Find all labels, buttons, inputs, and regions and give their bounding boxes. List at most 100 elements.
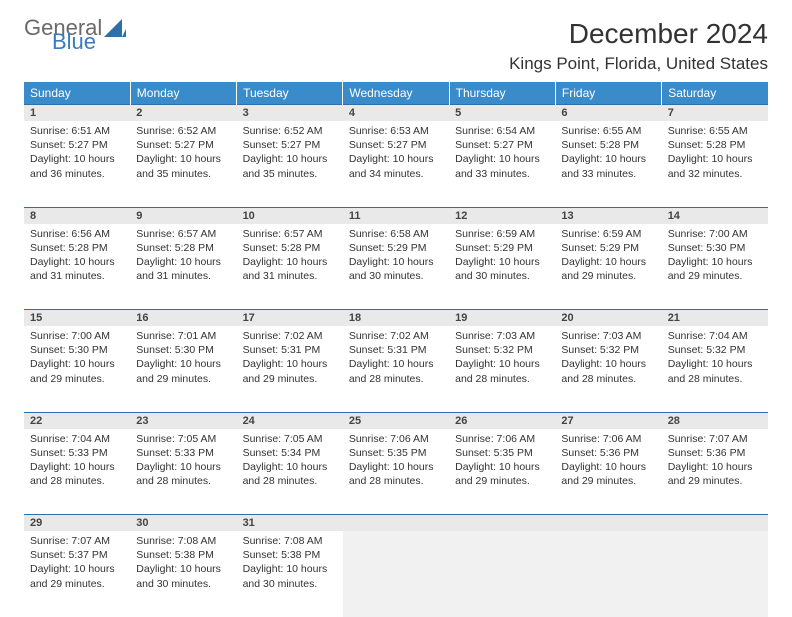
sunrise-text: Sunrise: 6:55 AM [668,124,762,138]
sunrise-text: Sunrise: 6:59 AM [561,227,655,241]
sunset-text: Sunset: 5:38 PM [243,548,337,562]
sunrise-text: Sunrise: 7:06 AM [561,432,655,446]
daylight-text: Daylight: 10 hours and 31 minutes. [136,255,230,283]
sunset-text: Sunset: 5:33 PM [30,446,124,460]
day-content-cell: Sunrise: 7:02 AMSunset: 5:31 PMDaylight:… [237,326,343,412]
daylight-text: Daylight: 10 hours and 28 minutes. [30,460,124,488]
day-content-cell: Sunrise: 7:02 AMSunset: 5:31 PMDaylight:… [343,326,449,412]
daylight-text: Daylight: 10 hours and 29 minutes. [30,357,124,385]
sunset-text: Sunset: 5:27 PM [349,138,443,152]
sunset-text: Sunset: 5:27 PM [136,138,230,152]
sunrise-text: Sunrise: 7:04 AM [668,329,762,343]
day-number-cell: 1 [24,105,130,122]
day-content-cell: Sunrise: 7:07 AMSunset: 5:36 PMDaylight:… [662,429,768,515]
sunset-text: Sunset: 5:28 PM [243,241,337,255]
weekday-header-row: Sunday Monday Tuesday Wednesday Thursday… [24,82,768,105]
sunrise-text: Sunrise: 7:05 AM [136,432,230,446]
day-content-cell: Sunrise: 6:59 AMSunset: 5:29 PMDaylight:… [449,224,555,310]
day-number-cell: 4 [343,105,449,122]
day-number-cell: 8 [24,207,130,224]
weekday-header: Wednesday [343,82,449,105]
daylight-text: Daylight: 10 hours and 31 minutes. [30,255,124,283]
sunrise-text: Sunrise: 6:52 AM [136,124,230,138]
weekday-header: Sunday [24,82,130,105]
sunrise-text: Sunrise: 7:08 AM [243,534,337,548]
day-number-cell: 31 [237,515,343,532]
sunrise-text: Sunrise: 6:54 AM [455,124,549,138]
sunrise-text: Sunrise: 7:01 AM [136,329,230,343]
daylight-text: Daylight: 10 hours and 35 minutes. [136,152,230,180]
daylight-text: Daylight: 10 hours and 28 minutes. [349,460,443,488]
day-number-cell: 13 [555,207,661,224]
day-number-row: 15161718192021 [24,310,768,327]
day-content-cell [662,531,768,617]
day-content-cell: Sunrise: 7:03 AMSunset: 5:32 PMDaylight:… [555,326,661,412]
day-content-cell [555,531,661,617]
month-title: December 2024 [509,18,768,50]
day-number-cell: 29 [24,515,130,532]
weekday-header: Tuesday [237,82,343,105]
sunset-text: Sunset: 5:28 PM [136,241,230,255]
sunset-text: Sunset: 5:28 PM [30,241,124,255]
day-content-cell: Sunrise: 7:01 AMSunset: 5:30 PMDaylight:… [130,326,236,412]
daylight-text: Daylight: 10 hours and 30 minutes. [136,562,230,590]
day-number-cell: 7 [662,105,768,122]
day-content-row: Sunrise: 6:56 AMSunset: 5:28 PMDaylight:… [24,224,768,310]
day-content-row: Sunrise: 7:00 AMSunset: 5:30 PMDaylight:… [24,326,768,412]
sunset-text: Sunset: 5:30 PM [30,343,124,357]
day-content-cell: Sunrise: 7:05 AMSunset: 5:33 PMDaylight:… [130,429,236,515]
day-content-cell: Sunrise: 7:04 AMSunset: 5:32 PMDaylight:… [662,326,768,412]
daylight-text: Daylight: 10 hours and 28 minutes. [243,460,337,488]
weekday-header: Thursday [449,82,555,105]
day-content-cell: Sunrise: 6:55 AMSunset: 5:28 PMDaylight:… [555,121,661,207]
day-content-cell: Sunrise: 6:56 AMSunset: 5:28 PMDaylight:… [24,224,130,310]
day-content-cell: Sunrise: 7:04 AMSunset: 5:33 PMDaylight:… [24,429,130,515]
sunset-text: Sunset: 5:29 PM [349,241,443,255]
sunset-text: Sunset: 5:27 PM [455,138,549,152]
day-content-row: Sunrise: 7:07 AMSunset: 5:37 PMDaylight:… [24,531,768,617]
day-number-cell: 21 [662,310,768,327]
day-content-cell: Sunrise: 7:00 AMSunset: 5:30 PMDaylight:… [662,224,768,310]
daylight-text: Daylight: 10 hours and 35 minutes. [243,152,337,180]
daylight-text: Daylight: 10 hours and 28 minutes. [668,357,762,385]
day-number-cell: 12 [449,207,555,224]
day-content-cell [343,531,449,617]
day-content-cell [449,531,555,617]
day-content-cell: Sunrise: 7:05 AMSunset: 5:34 PMDaylight:… [237,429,343,515]
sunset-text: Sunset: 5:31 PM [349,343,443,357]
sunset-text: Sunset: 5:35 PM [349,446,443,460]
page-header: General Blue December 2024 Kings Point, … [24,18,768,74]
sunset-text: Sunset: 5:36 PM [561,446,655,460]
day-number-cell: 16 [130,310,236,327]
day-number-cell [662,515,768,532]
day-number-row: 293031 [24,515,768,532]
day-content-cell: Sunrise: 6:53 AMSunset: 5:27 PMDaylight:… [343,121,449,207]
day-number-cell: 18 [343,310,449,327]
daylight-text: Daylight: 10 hours and 33 minutes. [561,152,655,180]
sunset-text: Sunset: 5:32 PM [455,343,549,357]
daylight-text: Daylight: 10 hours and 29 minutes. [243,357,337,385]
sunrise-text: Sunrise: 6:57 AM [243,227,337,241]
weekday-header: Monday [130,82,236,105]
brand-logo: General Blue [24,18,126,52]
sunrise-text: Sunrise: 7:06 AM [455,432,549,446]
day-number-cell: 14 [662,207,768,224]
daylight-text: Daylight: 10 hours and 34 minutes. [349,152,443,180]
sunset-text: Sunset: 5:30 PM [668,241,762,255]
sunset-text: Sunset: 5:27 PM [30,138,124,152]
day-number-cell: 27 [555,412,661,429]
day-number-cell: 5 [449,105,555,122]
day-number-cell: 11 [343,207,449,224]
day-content-cell: Sunrise: 6:52 AMSunset: 5:27 PMDaylight:… [130,121,236,207]
sunset-text: Sunset: 5:37 PM [30,548,124,562]
brand-text-2: Blue [52,32,126,52]
day-content-row: Sunrise: 6:51 AMSunset: 5:27 PMDaylight:… [24,121,768,207]
daylight-text: Daylight: 10 hours and 31 minutes. [243,255,337,283]
day-number-row: 1234567 [24,105,768,122]
daylight-text: Daylight: 10 hours and 30 minutes. [243,562,337,590]
day-content-cell: Sunrise: 7:06 AMSunset: 5:36 PMDaylight:… [555,429,661,515]
sunset-text: Sunset: 5:32 PM [561,343,655,357]
daylight-text: Daylight: 10 hours and 29 minutes. [668,460,762,488]
day-number-cell: 22 [24,412,130,429]
day-number-row: 22232425262728 [24,412,768,429]
